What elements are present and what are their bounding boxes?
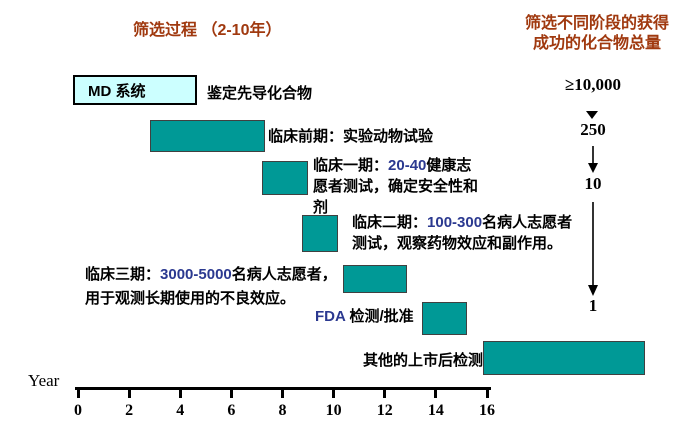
axis-tick-label: 12 xyxy=(376,402,393,419)
count-phase1: 10 xyxy=(584,174,602,193)
label-phase1: 临床一期：20-40健康志愿者测试，确定安全性和剂 xyxy=(313,157,479,216)
axis-tick xyxy=(281,387,284,398)
lead-identification-label: 鉴定先导化合物 xyxy=(207,85,313,102)
bar-phase2 xyxy=(302,215,338,252)
axis-tick xyxy=(332,387,336,398)
bar-preclinical xyxy=(150,120,265,152)
md-system-label: MD 系统 xyxy=(88,82,146,100)
axis-tick xyxy=(76,387,80,398)
axis-tick-label: 0 xyxy=(74,402,82,419)
bar-post-market xyxy=(483,341,645,375)
down-arrow-icon xyxy=(586,146,600,179)
axis-tick xyxy=(127,387,131,398)
down-arrow-icon xyxy=(586,202,600,302)
md-system-box: MD 系统 xyxy=(73,75,197,105)
axis-tick xyxy=(383,387,387,398)
down-arrow-icon xyxy=(585,107,599,125)
label-phase3-text: 临床三期： xyxy=(85,266,161,283)
axis-tick-label: 14 xyxy=(427,402,444,419)
label-phase2-text: 临床二期： xyxy=(352,214,428,231)
label-preclinical-text: 临床前期：实验动物试验 xyxy=(268,128,434,145)
x-axis-title: Year xyxy=(28,371,60,390)
count-preclinical: 250 xyxy=(580,120,606,139)
axis-tick xyxy=(229,387,233,398)
volume-title: 筛选不同阶段的获得 成功的化合物总量 xyxy=(508,14,686,54)
volume-title-line1: 筛选不同阶段的获得 xyxy=(524,15,669,32)
axis-tick xyxy=(178,387,182,398)
volume-title-line2: 成功的化合物总量 xyxy=(532,35,661,52)
axis-tick-label: 4 xyxy=(176,402,185,419)
label-preclinical: 临床前期：实验动物试验 xyxy=(268,126,433,147)
bar-phase3 xyxy=(343,265,407,293)
axis-tick xyxy=(485,387,489,398)
axis-tick-label: 6 xyxy=(227,402,236,419)
axis-tick-label: 10 xyxy=(325,402,342,419)
bar-fda-review xyxy=(422,302,467,335)
count-start: ≥10,000 xyxy=(564,75,622,94)
axis-tick-label: 8 xyxy=(278,402,287,419)
bar-phase1 xyxy=(262,161,308,195)
axis-tick xyxy=(434,387,438,398)
process-title: 筛选过程 （2-10年） xyxy=(133,22,282,39)
label-phase2: 临床二期：100-300名病人志愿者测试，观察药物效应和副作用。 xyxy=(352,214,573,252)
axis-tick-label: 16 xyxy=(479,402,495,419)
label-fda-review: FDA 检测/批准 xyxy=(315,308,414,325)
label-phase3: 临床三期：3000-5000名病人志愿者，用于观测长期使用的不良效应。 xyxy=(85,266,337,307)
label-post-market: 其他的上市后检测 xyxy=(363,350,483,371)
label-post-market-text: 其他的上市后检测 xyxy=(363,352,484,369)
axis-tick-label: 2 xyxy=(125,402,134,419)
label-fda-text: FDA xyxy=(315,308,346,325)
label-phase1-text: 临床一期： xyxy=(313,157,389,174)
count-final: 1 xyxy=(588,296,598,315)
